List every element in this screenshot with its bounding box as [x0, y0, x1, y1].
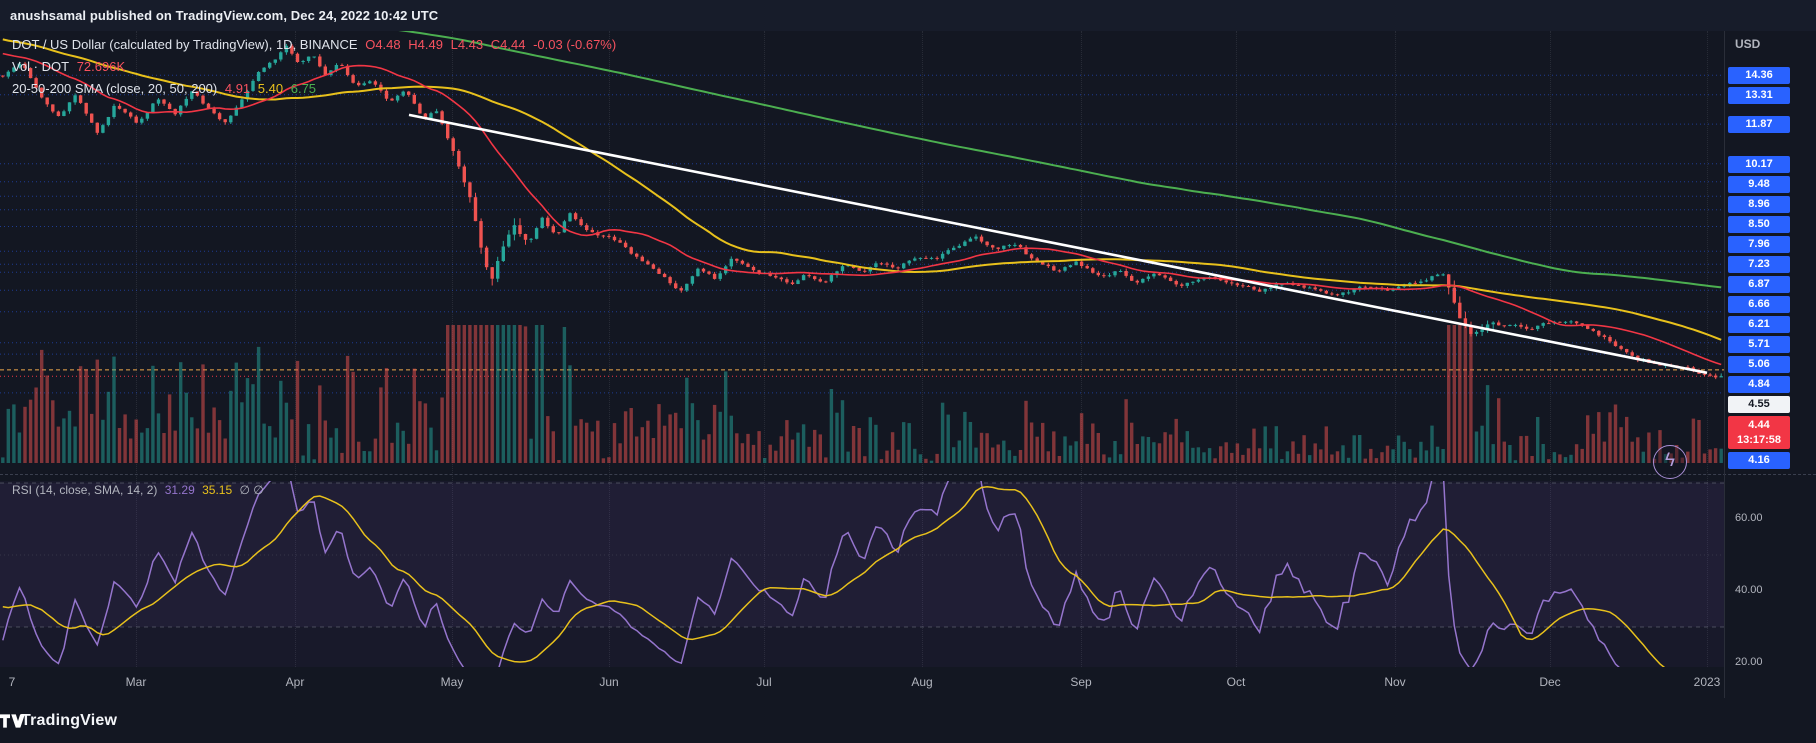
ohlc-change: -0.03 (-0.67%): [533, 37, 617, 52]
month-gridline: [1707, 31, 1708, 667]
descending-trendline[interactable]: [408, 113, 1708, 375]
month-gridline: [295, 31, 296, 667]
sma200-line: [398, 31, 1722, 289]
time-axis-label: Jul: [756, 675, 772, 689]
ohlc-close: C4.44: [490, 37, 526, 52]
time-axis-label: Apr: [285, 675, 305, 689]
flash-icon[interactable]: ϟ: [1653, 445, 1687, 479]
time-axis-label: May: [440, 675, 464, 689]
time-axis-label: Nov: [1384, 675, 1406, 689]
publisher-line: anushsamal published on TradingView.com,…: [10, 8, 439, 23]
footer-bar: TradingView: [0, 698, 1816, 743]
month-gridline: [1550, 31, 1551, 667]
currency-label[interactable]: USD: [1735, 37, 1761, 51]
time-axis[interactable]: 7 Mar Apr May Jun Jul Aug Sep Oct Nov Dec 2023: [0, 667, 1724, 698]
sma50-line: [2, 38, 1722, 341]
rsi-ma-line: [2, 485, 1666, 667]
price-level-badge[interactable]: 10.17: [1728, 156, 1790, 173]
chart-area[interactable]: DOT / US Dollar (calculated by TradingVi…: [0, 31, 1816, 698]
sma-header-row: 20-50-200 SMA (close, 20, 50, 200) 4.91 …: [12, 81, 320, 96]
month-gridline: [1236, 31, 1237, 667]
time-axis-label: Sep: [1070, 675, 1092, 689]
ohlc-open: O4.48: [365, 37, 401, 52]
volume-header-row: Vol · DOT 72.696K: [12, 59, 129, 74]
volume-label: Vol · DOT: [12, 59, 70, 74]
month-gridline: [764, 31, 765, 667]
month-gridline: [1395, 31, 1396, 667]
snapshot-topbar: anushsamal published on TradingView.com,…: [0, 0, 1816, 31]
rsi-pane[interactable]: [0, 481, 1724, 667]
month-gridline: [136, 31, 137, 667]
rsi-header-row: RSI (14, close, SMA, 14, 2) 31.29 35.15 …: [12, 483, 268, 497]
price-level-badge[interactable]: 6.66: [1728, 296, 1790, 313]
time-axis-label: Dec: [1539, 675, 1561, 689]
price-level-badge[interactable]: 8.50: [1728, 216, 1790, 233]
time-axis-label: Aug: [911, 675, 933, 689]
price-pane[interactable]: [0, 31, 1724, 474]
price-level-badge[interactable]: 13.31: [1728, 87, 1790, 104]
volume-value: 72.696K: [76, 59, 126, 74]
rsi-label: RSI (14, close, SMA, 14, 2): [12, 483, 158, 497]
time-axis-label: 7: [8, 675, 16, 689]
price-level-badge[interactable]: 4.44 13:17:58: [1728, 416, 1790, 449]
rsi-axis-tick: 20.00: [1735, 656, 1763, 668]
rsi-axis-tick: 40.00: [1735, 584, 1763, 596]
price-level-badge[interactable]: 9.48: [1728, 176, 1790, 193]
volume-bars: [1, 325, 1723, 463]
sma50-value: 5.40: [257, 81, 284, 96]
pane-separator[interactable]: [0, 474, 1816, 475]
tradingview-logo-icon[interactable]: [0, 713, 25, 729]
price-level-badge[interactable]: 4.84: [1728, 376, 1790, 393]
price-level-badge[interactable]: 7.96: [1728, 236, 1790, 253]
sma20-line: [2, 52, 1722, 366]
price-axis[interactable]: USD 14.36 13.31 11.87 10.17 9.48 8.96 8.50 7.96…: [1724, 31, 1816, 698]
time-axis-label: Mar: [125, 675, 147, 689]
time-axis-label: Oct: [1226, 675, 1246, 689]
rsi-extra-values: ∅ ∅: [239, 483, 264, 497]
price-level-badge[interactable]: 11.87: [1728, 116, 1790, 133]
price-level-badge[interactable]: 5.71: [1728, 336, 1790, 353]
rsi-line: [2, 481, 1620, 667]
month-gridline: [922, 31, 923, 667]
sma200-value: 6.75: [290, 81, 317, 96]
price-level-badge[interactable]: 6.21: [1728, 316, 1790, 333]
price-level-badge[interactable]: 5.06: [1728, 356, 1790, 373]
ohlc-high: H4.49: [408, 37, 443, 52]
price-level-badge[interactable]: 8.96: [1728, 196, 1790, 213]
footer-brand[interactable]: TradingView: [21, 711, 118, 729]
price-level-badge[interactable]: 14.36: [1728, 67, 1790, 84]
rsi-value: 31.29: [164, 483, 195, 497]
price-level-badge[interactable]: 7.23: [1728, 256, 1790, 273]
sma-label: 20-50-200 SMA (close, 20, 50, 200): [12, 81, 218, 96]
symbol-title: DOT / US Dollar (calculated by TradingVi…: [12, 37, 358, 52]
price-level-badge[interactable]: 4.55: [1728, 396, 1790, 413]
rsi-axis-tick: 60.00: [1735, 512, 1763, 524]
sma20-value: 4.91: [224, 81, 251, 96]
month-gridline: [1081, 31, 1082, 667]
symbol-header-row: DOT / US Dollar (calculated by TradingVi…: [12, 37, 620, 52]
time-axis-label: Jun: [599, 675, 619, 689]
rsi-ma-value: 35.15: [202, 483, 233, 497]
time-axis-label: 2023: [1693, 675, 1721, 689]
price-level-badge[interactable]: 6.87: [1728, 276, 1790, 293]
month-gridline: [609, 31, 610, 667]
ohlc-low: L4.43: [450, 37, 484, 52]
price-level-badge[interactable]: 4.16: [1728, 452, 1790, 469]
